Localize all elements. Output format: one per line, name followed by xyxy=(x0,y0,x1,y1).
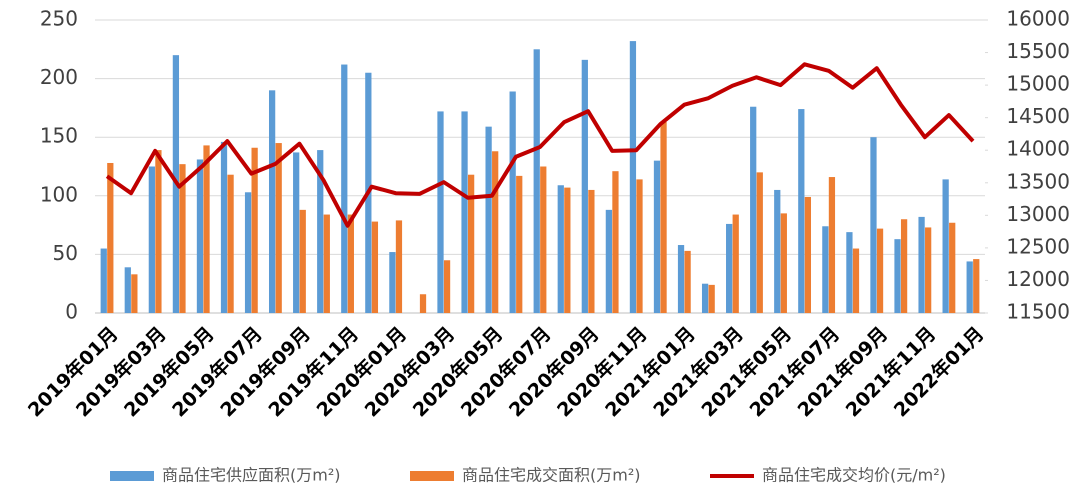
bar xyxy=(605,209,613,313)
bar xyxy=(629,41,637,313)
bar xyxy=(131,274,138,313)
bar xyxy=(701,283,709,313)
bar xyxy=(148,166,155,313)
y2-tick-label: 13000 xyxy=(1006,202,1070,226)
bar xyxy=(876,228,884,313)
bar xyxy=(949,222,956,313)
bar xyxy=(347,214,354,313)
bar xyxy=(419,294,427,313)
bar xyxy=(708,284,715,313)
y-tick-label: 250 xyxy=(40,7,78,31)
bar xyxy=(323,214,330,313)
bar xyxy=(540,166,547,313)
bar xyxy=(684,250,691,313)
bar xyxy=(492,151,499,313)
bar xyxy=(774,189,781,313)
bar xyxy=(677,245,685,313)
y2-tick-label: 12000 xyxy=(1006,267,1070,291)
bar xyxy=(443,260,451,313)
bar xyxy=(341,64,348,313)
bar xyxy=(461,111,468,313)
bar xyxy=(828,177,836,313)
legend-swatch xyxy=(110,471,154,481)
bar xyxy=(268,90,276,313)
bar xyxy=(467,174,475,313)
bar xyxy=(244,192,252,313)
bar xyxy=(973,259,980,313)
legend-label: 商品住宅成交均价(元/m²) xyxy=(762,466,946,485)
bar xyxy=(317,150,324,313)
y2-tick-label: 12500 xyxy=(1006,234,1070,258)
bar xyxy=(726,223,733,313)
bar xyxy=(942,179,949,313)
bar xyxy=(852,248,860,313)
y2-tick-label: 11500 xyxy=(1006,300,1070,324)
bar xyxy=(100,248,107,313)
bar xyxy=(437,111,444,313)
bar xyxy=(798,109,805,314)
bar xyxy=(966,261,973,313)
bar xyxy=(371,221,379,313)
y-tick-label: 150 xyxy=(40,124,78,148)
bar xyxy=(179,164,186,313)
bar xyxy=(756,172,763,313)
bar xyxy=(557,185,564,313)
bar xyxy=(533,49,540,314)
bar xyxy=(203,145,210,313)
legend-label: 商品住宅成交面积(万m²) xyxy=(462,466,641,485)
bar xyxy=(612,171,619,313)
bar xyxy=(155,150,162,313)
bar xyxy=(564,187,571,313)
bar xyxy=(636,179,643,313)
bar xyxy=(509,91,516,313)
y2-tick-label: 15500 xyxy=(1006,39,1070,63)
bar xyxy=(299,209,306,313)
bar xyxy=(588,189,595,313)
bar xyxy=(750,106,757,313)
bar xyxy=(822,226,829,313)
legend-swatch xyxy=(410,471,454,481)
bar xyxy=(251,147,258,313)
bar xyxy=(124,267,131,313)
y2-tick-label: 14000 xyxy=(1006,137,1070,161)
bar xyxy=(107,162,114,313)
bar xyxy=(918,216,925,313)
bar xyxy=(581,59,588,314)
bar xyxy=(804,196,812,313)
bar xyxy=(275,143,282,313)
y2-tick-label: 16000 xyxy=(1006,7,1070,31)
bar xyxy=(780,213,787,313)
bar xyxy=(870,137,877,313)
y2-tick-label: 13500 xyxy=(1006,169,1070,193)
bar xyxy=(227,174,234,313)
bar xyxy=(653,160,661,313)
bar xyxy=(732,214,739,313)
bar xyxy=(220,141,228,313)
bar xyxy=(293,152,300,313)
bar xyxy=(925,227,932,313)
bar xyxy=(894,239,901,313)
bar xyxy=(516,175,523,313)
y-tick-label: 200 xyxy=(40,65,78,89)
y-tick-label: 100 xyxy=(40,182,78,206)
bar xyxy=(485,126,492,313)
bar xyxy=(900,219,908,313)
y-tick-label: 0 xyxy=(65,300,78,324)
bar xyxy=(660,121,667,314)
y-tick-label: 50 xyxy=(53,241,78,265)
y2-tick-label: 15000 xyxy=(1006,72,1070,96)
legend-label: 商品住宅供应面积(万m²) xyxy=(162,466,341,485)
y2-tick-label: 14500 xyxy=(1006,104,1070,128)
bar xyxy=(395,220,403,313)
bar xyxy=(846,232,853,313)
line xyxy=(105,62,975,228)
bar xyxy=(196,159,204,313)
bar xyxy=(389,252,396,313)
